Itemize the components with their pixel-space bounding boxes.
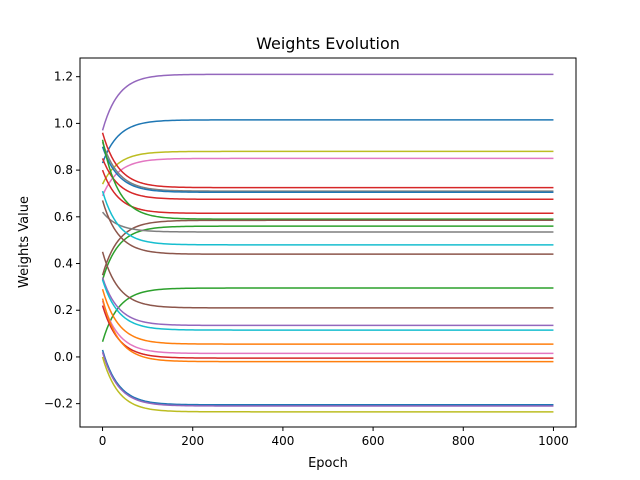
y-tick-label: 1.2	[54, 70, 73, 84]
series-line-2	[101, 119, 554, 164]
x-tick-label: 200	[181, 434, 204, 448]
y-tick-label: −0.2	[44, 397, 73, 411]
series-line-16	[101, 287, 554, 342]
series-line-12	[101, 225, 554, 281]
x-tick-label: 400	[271, 434, 294, 448]
series-line-3	[101, 150, 554, 185]
x-axis-ticks: 0 200 400 600 800 1000	[99, 427, 569, 448]
x-tick-label: 0	[99, 434, 107, 448]
series-line-15	[101, 200, 554, 255]
y-tick-label: 1.0	[54, 116, 73, 130]
x-axis-label: Epoch	[308, 456, 348, 471]
y-tick-label: 0.8	[54, 163, 73, 177]
series-line-10	[101, 139, 554, 220]
series-line-24	[101, 349, 554, 406]
series-line-4	[101, 157, 554, 197]
series-line-1	[101, 73, 554, 131]
y-tick-label: 0.2	[54, 303, 73, 317]
series-line-25	[101, 352, 554, 407]
series-line-6	[101, 141, 554, 192]
series-line-20	[101, 288, 554, 345]
series-line-26	[101, 356, 554, 413]
series-line-9	[101, 169, 554, 215]
series-line-5	[101, 132, 554, 189]
chart-title: Weights Evolution	[256, 34, 400, 53]
x-tick-label: 600	[362, 434, 385, 448]
y-tick-label: 0.0	[54, 350, 73, 364]
y-axis-ticks: −0.2 0.0 0.2 0.4 0.6 0.8 1.0 1.2	[44, 70, 80, 411]
series-line-23	[101, 298, 554, 363]
series-line-19	[101, 279, 554, 331]
series-line-14	[101, 190, 554, 246]
series-lines	[101, 73, 554, 413]
x-tick-label: 800	[452, 434, 475, 448]
series-line-7	[101, 146, 554, 194]
y-tick-label: 0.4	[54, 257, 73, 271]
series-line-18	[101, 277, 554, 327]
x-tick-label: 1000	[538, 434, 569, 448]
y-axis-label: Weights Value	[17, 196, 32, 288]
y-tick-label: 0.6	[54, 210, 73, 224]
series-line-17	[101, 251, 554, 309]
series-line-21	[101, 300, 554, 355]
plot-frame	[79, 57, 577, 428]
series-line-11	[101, 219, 554, 276]
series-line-8	[101, 158, 554, 201]
series-line-13	[101, 211, 554, 233]
series-line-22	[101, 305, 554, 359]
